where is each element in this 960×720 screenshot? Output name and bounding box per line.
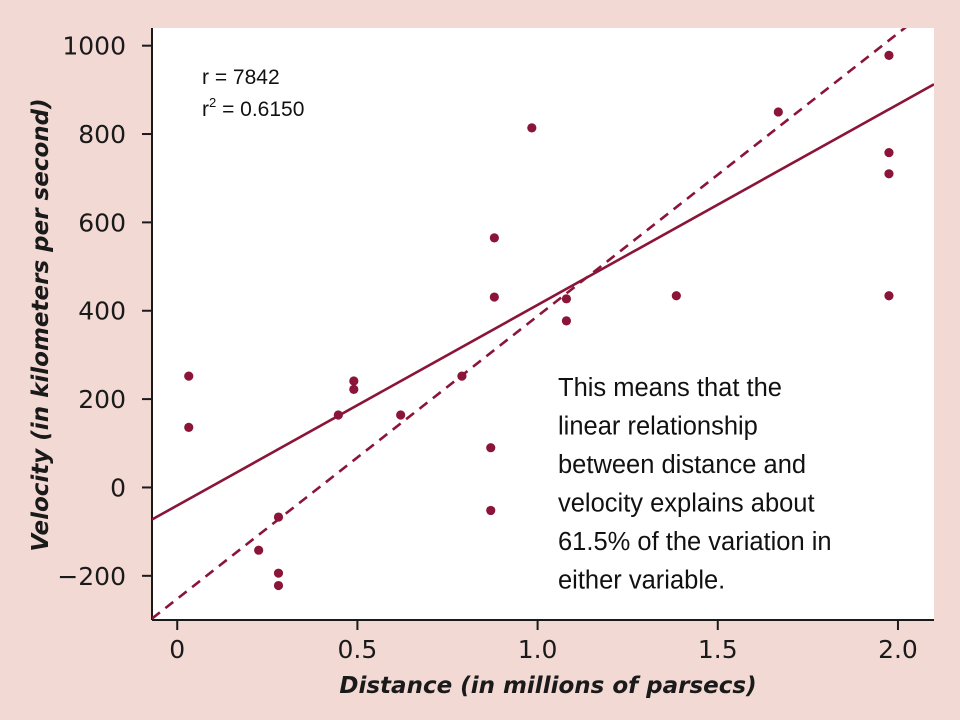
data-point bbox=[396, 410, 406, 420]
data-point bbox=[884, 291, 894, 301]
y-axis-title: Velocity (in kilometers per second) bbox=[28, 98, 54, 551]
data-point bbox=[486, 505, 496, 516]
y-axis: −200 0 200 400 600 800 1000 bbox=[57, 28, 153, 620]
data-point bbox=[884, 147, 894, 158]
x-tick-label: 1.5 bbox=[698, 635, 738, 664]
note-line: velocity explains about bbox=[558, 490, 815, 518]
x-tick-label: 2.0 bbox=[878, 635, 918, 664]
data-point bbox=[671, 291, 681, 301]
x-axis: 0 0.5 1.0 1.5 2.0 bbox=[152, 619, 934, 664]
r-squared-value: = 0.6150 bbox=[216, 98, 304, 121]
data-point bbox=[489, 233, 499, 243]
explanation-note: This means that the linear relationship be… bbox=[558, 374, 832, 595]
x-tick-label: 1.0 bbox=[518, 635, 558, 664]
x-axis-title: Distance (in millions of parsecs) bbox=[339, 673, 756, 699]
y-tick-label: 400 bbox=[78, 297, 126, 326]
data-point bbox=[349, 384, 359, 394]
data-point bbox=[527, 123, 537, 133]
dashed-regression-line bbox=[152, 28, 907, 620]
r-squared-label: r2 = 0.6150 bbox=[202, 95, 304, 121]
r-value-label: r = 7842 bbox=[202, 66, 280, 89]
note-line: This means that the bbox=[558, 374, 782, 402]
data-point bbox=[486, 443, 496, 453]
data-point bbox=[349, 376, 359, 386]
data-point bbox=[884, 169, 894, 179]
y-tick-label: 800 bbox=[78, 120, 126, 149]
data-point bbox=[254, 545, 264, 555]
y-tick-label: 200 bbox=[78, 385, 126, 414]
y-tick-label: 600 bbox=[78, 208, 126, 237]
data-point bbox=[273, 512, 284, 522]
plot-area bbox=[152, 28, 934, 620]
data-points bbox=[184, 50, 894, 591]
note-line: between distance and bbox=[558, 451, 806, 479]
y-tick-label: 0 bbox=[110, 473, 126, 502]
data-point bbox=[457, 371, 467, 381]
x-tick-label: 0.5 bbox=[338, 635, 378, 664]
data-point bbox=[333, 410, 343, 420]
data-point bbox=[273, 580, 284, 591]
r-squared-base: r bbox=[202, 98, 209, 121]
data-point bbox=[561, 316, 572, 326]
y-tick-label: −200 bbox=[57, 562, 126, 591]
note-line: linear relationship bbox=[558, 413, 758, 441]
regression-lines bbox=[152, 28, 934, 620]
data-point bbox=[184, 422, 194, 432]
x-tick-label: 0 bbox=[169, 635, 185, 664]
data-point bbox=[773, 107, 783, 117]
r-squared-exponent: 2 bbox=[209, 95, 216, 110]
data-point bbox=[273, 568, 284, 578]
note-line: either variable. bbox=[558, 567, 725, 595]
y-tick-label: 1000 bbox=[62, 32, 126, 61]
data-point bbox=[184, 371, 194, 381]
solid-regression-line bbox=[152, 83, 934, 521]
data-point bbox=[884, 50, 894, 60]
data-point bbox=[489, 292, 499, 302]
note-line: 61.5% of the variation in bbox=[558, 528, 832, 556]
data-point bbox=[561, 294, 572, 304]
